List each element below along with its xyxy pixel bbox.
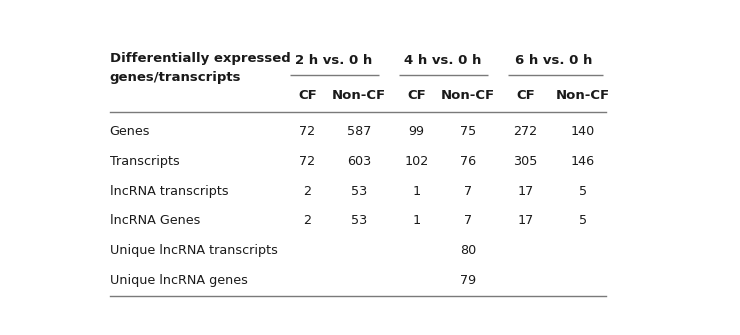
Text: 102: 102 [404, 155, 428, 168]
Text: 603: 603 [347, 155, 371, 168]
Text: 53: 53 [351, 185, 367, 198]
Text: Unique lncRNA genes: Unique lncRNA genes [110, 274, 248, 287]
Text: 2 h vs. 0 h: 2 h vs. 0 h [295, 54, 372, 67]
Text: 6 h vs. 0 h: 6 h vs. 0 h [516, 54, 593, 67]
Text: Differentially expressed: Differentially expressed [110, 52, 291, 65]
Text: lncRNA transcripts: lncRNA transcripts [110, 185, 229, 198]
Text: 75: 75 [460, 125, 477, 138]
Text: 7: 7 [464, 214, 472, 227]
Text: Non-CF: Non-CF [332, 89, 386, 102]
Text: 17: 17 [517, 185, 534, 198]
Text: 4 h vs. 0 h: 4 h vs. 0 h [403, 54, 481, 67]
Text: Non-CF: Non-CF [556, 89, 610, 102]
Text: 587: 587 [347, 125, 371, 138]
Text: 72: 72 [300, 125, 316, 138]
Text: 17: 17 [517, 214, 534, 227]
Text: 80: 80 [460, 244, 477, 257]
Text: 5: 5 [579, 185, 587, 198]
Text: 72: 72 [300, 155, 316, 168]
Text: 2: 2 [303, 214, 312, 227]
Text: 272: 272 [514, 125, 537, 138]
Text: lncRNA Genes: lncRNA Genes [110, 214, 200, 227]
Text: CF: CF [298, 89, 317, 102]
Text: 1: 1 [412, 185, 420, 198]
Text: Unique lncRNA transcripts: Unique lncRNA transcripts [110, 244, 278, 257]
Text: 140: 140 [571, 125, 595, 138]
Text: 2: 2 [303, 185, 312, 198]
Text: Genes: Genes [110, 125, 150, 138]
Text: 1: 1 [412, 214, 420, 227]
Text: CF: CF [516, 89, 535, 102]
Text: 305: 305 [514, 155, 538, 168]
Text: 7: 7 [464, 185, 472, 198]
Text: Transcripts: Transcripts [110, 155, 180, 168]
Text: 99: 99 [408, 125, 425, 138]
Text: 146: 146 [571, 155, 595, 168]
Text: Non-CF: Non-CF [441, 89, 495, 102]
Text: 5: 5 [579, 214, 587, 227]
Text: genes/transcripts: genes/transcripts [110, 71, 241, 84]
Text: CF: CF [407, 89, 426, 102]
Text: 53: 53 [351, 214, 367, 227]
Text: 76: 76 [460, 155, 477, 168]
Text: 79: 79 [460, 274, 477, 287]
